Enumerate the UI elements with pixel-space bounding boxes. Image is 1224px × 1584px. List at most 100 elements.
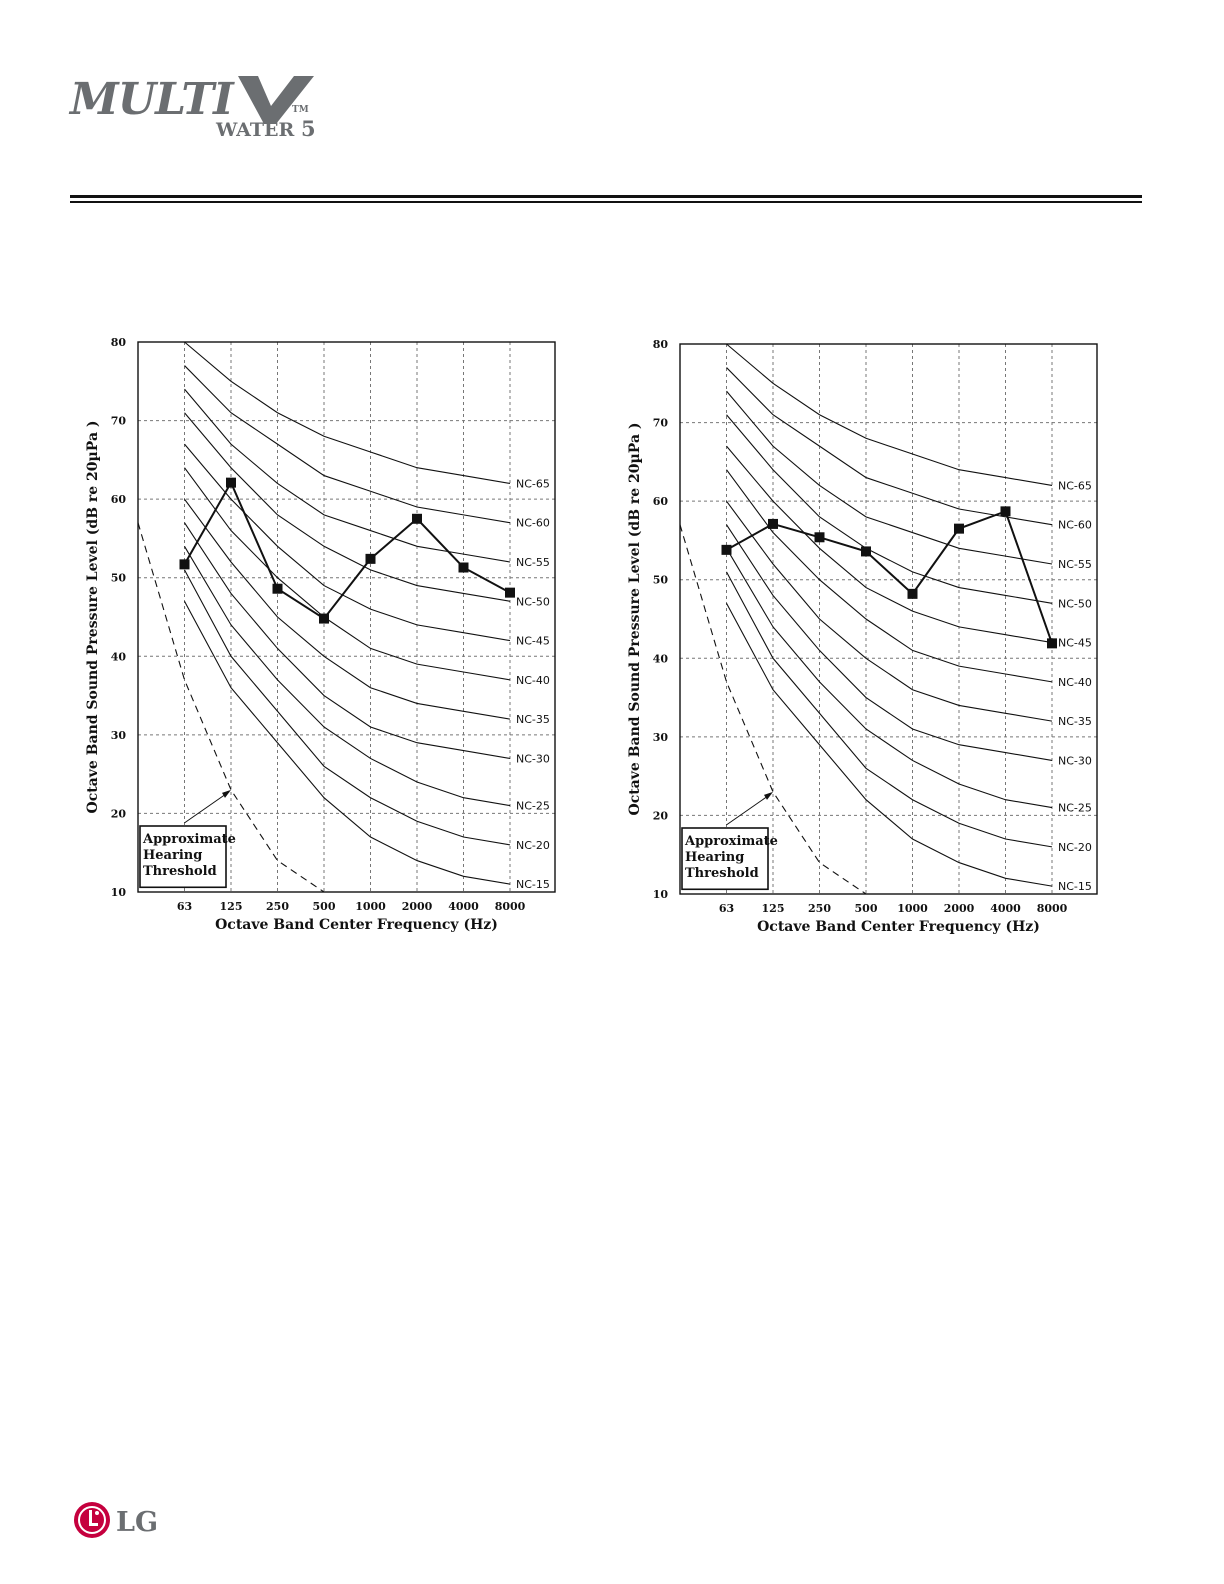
x-tick-label: 63 (177, 900, 192, 913)
data-point-marker (814, 532, 825, 543)
x-tick-label: 500 (313, 900, 336, 913)
data-point-marker (319, 613, 329, 624)
y-tick-label: 30 (111, 729, 127, 742)
nc-curve-nc-55 (184, 388, 511, 563)
nc-curve-label: NC-35 (516, 713, 550, 726)
threshold-arrow-head (222, 789, 231, 798)
nc-chart-right: 10 20 30 40 50 60 70 80 63 125 250 500 1000 2000 4000 8… (627, 338, 1098, 935)
x-tick-label: 2000 (402, 900, 433, 913)
data-point-marker (179, 559, 190, 570)
y-tick-label: 20 (111, 807, 127, 820)
nc-curve-label: NC-40 (1058, 676, 1092, 689)
x-tick-label: 2000 (944, 902, 975, 915)
hearing-threshold-curve (679, 524, 867, 895)
nc-curve-label: NC-15 (516, 878, 550, 891)
y-tick-label: 40 (653, 652, 669, 665)
nc-curve-label: NC-30 (516, 752, 550, 765)
x-tick-label: 8000 (495, 900, 526, 913)
nc-chart-left: 10 20 30 40 50 60 70 80 63 125 250 500 1000 2000 4000 8… (85, 336, 556, 933)
data-series-line (183, 480, 511, 620)
header-double-rule (70, 195, 1142, 207)
data-point-marker (226, 477, 236, 488)
threshold-annotation-box (139, 825, 227, 889)
nc-curve-nc-40 (726, 469, 1053, 683)
threshold-arrow-line (184, 791, 230, 824)
multi-v-water-5-logo: MULTI TM WATER 5 (68, 74, 316, 140)
x-tick-label: 8000 (1037, 902, 1068, 915)
y-tick-label: 20 (653, 809, 669, 822)
lg-wordmark: LG (116, 1507, 158, 1538)
data-point-marker (1047, 638, 1057, 649)
nc-curve-nc-25 (184, 546, 511, 807)
nc-curve-nc-45 (184, 443, 511, 642)
nc-curve-label: NC-20 (1058, 841, 1092, 854)
threshold-annotation-text: Hearing (685, 850, 744, 865)
y-tick-label: 60 (653, 495, 669, 508)
nc-curve-nc-40 (184, 467, 511, 681)
x-tick-label: 125 (762, 902, 785, 915)
nc-curve-nc-50 (184, 412, 511, 602)
y-tick-label: 70 (111, 415, 127, 428)
x-axis-title: Octave Band Center Frequency (Hz) (215, 917, 498, 933)
nc-curve-label: NC-25 (1058, 802, 1092, 815)
nc-curve-nc-30 (184, 522, 511, 759)
y-axis-title: Octave Band Sound Pressure Level (dB re … (627, 422, 643, 815)
nc-curve-nc-15 (726, 603, 1053, 887)
nc-curve-nc-25 (726, 548, 1053, 809)
svg-text:5: 5 (301, 116, 316, 140)
data-series-line (726, 510, 1053, 644)
nc-curve-label: NC-50 (1058, 597, 1092, 610)
threshold-annotation-text: Approximate (684, 834, 778, 849)
data-point-marker (458, 562, 469, 573)
data-point-marker (272, 583, 283, 594)
threshold-arrow-line (726, 793, 772, 826)
data-point-marker (412, 513, 422, 524)
data-point-marker (505, 587, 515, 598)
nc-curve-nc-55 (726, 390, 1053, 565)
y-tick-label: 60 (111, 493, 127, 506)
data-point-marker (861, 546, 871, 557)
threshold-annotation-text: Hearing (143, 848, 202, 863)
threshold-annotation-box (681, 827, 769, 891)
x-tick-label: 250 (808, 902, 831, 915)
data-point-marker (1000, 506, 1011, 517)
x-tick-label: 4000 (990, 902, 1021, 915)
nc-curve-label: NC-50 (516, 595, 550, 608)
nc-curve-label: NC-15 (1058, 880, 1092, 893)
nc-curve-label: NC-45 (516, 635, 550, 648)
svg-text:WATER: WATER (215, 119, 294, 140)
threshold-arrow-head (764, 791, 773, 800)
svg-text:MULTI: MULTI (68, 74, 235, 125)
data-point-marker (721, 544, 732, 555)
data-point-marker (768, 518, 778, 529)
data-point-marker (907, 588, 918, 599)
nc-curve-nc-20 (184, 569, 511, 846)
threshold-annotation-text: Threshold (143, 864, 217, 879)
plot-frame (679, 343, 1098, 895)
nc-curve-label: NC-40 (516, 674, 550, 687)
svg-text:TM: TM (292, 105, 309, 115)
plot-frame (137, 341, 556, 893)
x-tick-label: 250 (266, 900, 289, 913)
y-tick-label: 70 (653, 417, 669, 430)
y-tick-label: 40 (111, 650, 127, 663)
nc-curve-label: NC-35 (1058, 715, 1092, 728)
x-tick-label: 500 (855, 902, 878, 915)
nc-curve-nc-35 (184, 498, 511, 720)
nc-curve-nc-65 (184, 341, 511, 484)
y-tick-label: 50 (111, 572, 127, 585)
threshold-annotation-text: Approximate (142, 832, 236, 847)
x-axis-title: Octave Band Center Frequency (Hz) (757, 919, 1040, 935)
nc-curve-label: NC-60 (516, 517, 550, 530)
y-tick-label: 10 (653, 888, 669, 901)
nc-curve-nc-60 (184, 365, 511, 524)
y-tick-label: 50 (653, 574, 669, 587)
nc-curve-label: NC-65 (1058, 479, 1092, 492)
nc-curve-label: NC-55 (1058, 558, 1092, 571)
nc-curve-label: NC-45 (1058, 637, 1092, 650)
nc-curve-label: NC-65 (516, 477, 550, 490)
x-tick-label: 63 (719, 902, 734, 915)
threshold-annotation-text: Threshold (685, 866, 759, 881)
nc-curve-nc-35 (726, 500, 1053, 722)
nc-curve-nc-15 (184, 601, 511, 885)
